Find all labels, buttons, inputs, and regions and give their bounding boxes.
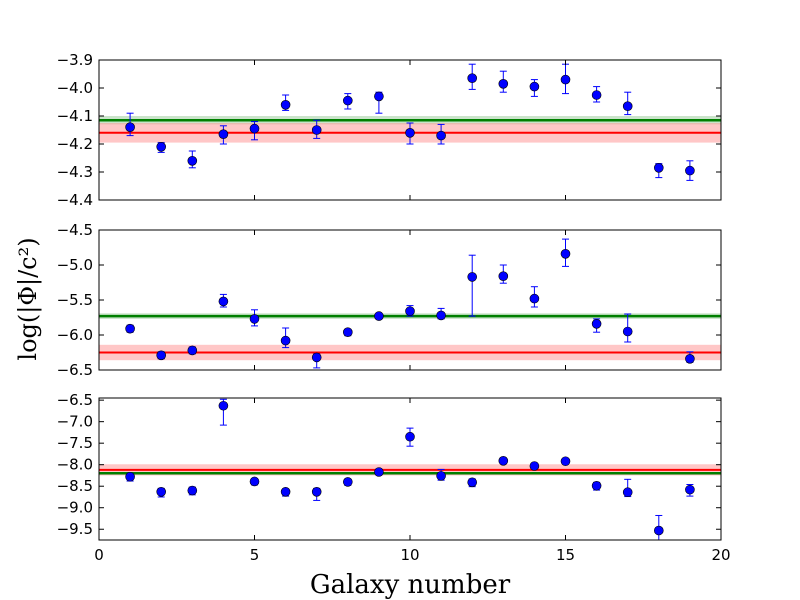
data-point	[467, 73, 478, 83]
data-point	[405, 431, 415, 442]
y-tick-label: −3.9	[57, 51, 93, 69]
data-point	[498, 456, 509, 466]
data-point	[685, 353, 695, 364]
y-tick-label: −9.5	[57, 520, 93, 538]
data-point	[622, 487, 633, 498]
data-point	[342, 477, 353, 487]
y-tick-label: −4.2	[57, 135, 93, 153]
y-tick-label: −8.5	[57, 477, 93, 495]
data-point	[311, 125, 322, 135]
data-point	[342, 327, 353, 338]
x-tick-label: 0	[94, 546, 104, 564]
data-point	[622, 326, 633, 337]
data-point	[187, 485, 198, 496]
y-tick-label: −4.0	[57, 79, 93, 97]
data-point	[436, 310, 446, 321]
data-point	[156, 487, 166, 497]
y-axis-label: log(|Φ|/c²)	[14, 237, 43, 360]
data-point	[529, 461, 540, 471]
y-tick-label: −8.0	[57, 456, 93, 474]
panels: −4.4 −4.3 −4.2 −4.1 −4.0 −3.9 −6.5 −6.0 −5.5 −5.0…	[57, 51, 731, 564]
data-point	[125, 471, 135, 482]
data-point	[591, 318, 602, 329]
data-point	[125, 323, 135, 334]
data-point	[405, 306, 415, 317]
data-point	[560, 249, 571, 259]
data-point	[218, 129, 229, 139]
y-tick-label: −6.5	[57, 391, 93, 409]
y-tick-label: −4.4	[57, 191, 93, 209]
y-tick-label: −5.0	[57, 256, 93, 274]
data-point	[280, 100, 291, 110]
data-point	[156, 350, 166, 361]
plot-area	[99, 63, 721, 181]
data-point	[249, 476, 260, 487]
y-tick-label: −7.0	[57, 413, 93, 431]
data-point	[249, 314, 260, 324]
data-point	[529, 81, 540, 92]
data-point	[187, 345, 198, 356]
panel-top: −4.4 −4.3 −4.2 −4.1 −4.0 −3.9	[57, 51, 722, 209]
data-point	[156, 142, 166, 152]
data-point	[405, 128, 415, 138]
data-point	[311, 352, 322, 363]
y-tick-label: −7.5	[57, 434, 93, 452]
data-point	[591, 90, 602, 100]
y-tick-label: −5.5	[57, 291, 93, 309]
y-tick-label: −4.1	[57, 107, 93, 125]
data-point	[653, 163, 664, 173]
x-axis-label: Galaxy number	[310, 570, 511, 600]
data-point	[529, 293, 540, 304]
panel-middle: −6.5 −6.0 −5.5 −5.0 −4.5	[57, 221, 722, 379]
data-point	[591, 480, 602, 491]
x-tick-label: 10	[400, 546, 419, 564]
plot-area	[99, 398, 721, 540]
data-point	[685, 165, 695, 176]
x-tick-label: 20	[711, 546, 730, 564]
data-point	[218, 400, 229, 411]
y-tick-label: −6.0	[57, 326, 93, 344]
data-point	[187, 156, 198, 166]
data-point	[125, 122, 135, 132]
y-tick-label: −4.3	[57, 163, 93, 181]
data-point	[560, 74, 571, 85]
data-point	[560, 456, 571, 467]
data-point	[467, 477, 478, 488]
data-point	[685, 484, 695, 495]
data-point	[622, 101, 633, 111]
data-point	[374, 467, 384, 477]
data-point	[342, 95, 353, 106]
data-point	[311, 487, 322, 497]
data-point	[280, 335, 291, 346]
data-point	[498, 79, 509, 89]
data-point	[467, 272, 478, 282]
data-point	[280, 487, 291, 497]
data-point	[374, 91, 384, 102]
data-point	[436, 471, 446, 481]
data-point	[374, 311, 384, 321]
y-tick-label: −9.0	[57, 499, 93, 517]
y-tick-label: −4.5	[57, 221, 93, 239]
plot-area	[99, 238, 721, 369]
data-point	[498, 271, 509, 282]
data-point	[218, 296, 229, 307]
x-tick-label: 5	[250, 546, 260, 564]
data-point	[653, 525, 664, 536]
x-tick-label: 15	[556, 546, 575, 564]
data-point	[249, 123, 260, 134]
y-tick-label: −6.5	[57, 361, 93, 379]
panel-bottom: −9.5 −9.0 −8.5 −8.0 −7.5 −7.0 −6.5 0 5 10 15 20	[57, 391, 731, 564]
data-point	[436, 130, 446, 141]
